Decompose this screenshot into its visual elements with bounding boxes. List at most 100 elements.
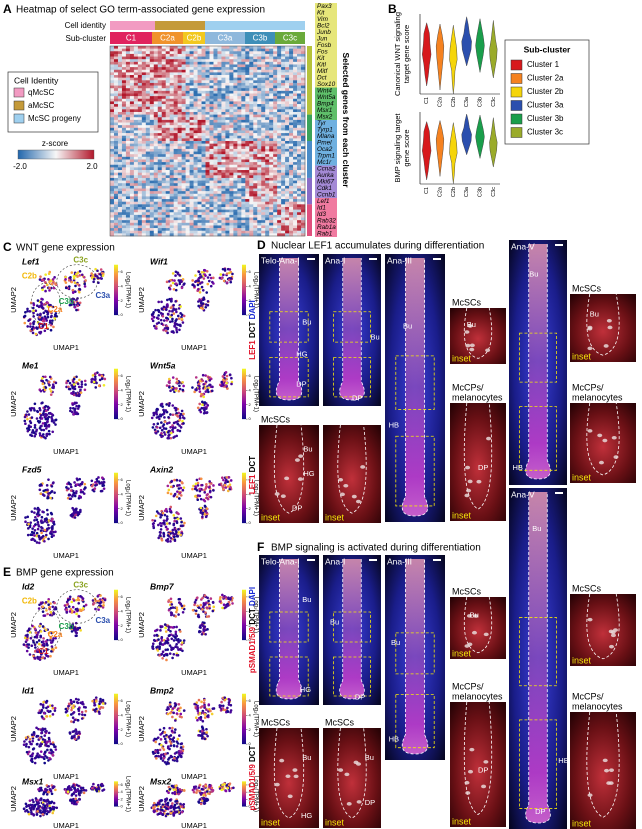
heatmap-cell xyxy=(285,96,290,100)
heatmap-cell xyxy=(261,164,266,168)
heatmap-cell xyxy=(269,104,274,107)
heatmap-cell xyxy=(145,64,151,68)
cell-point xyxy=(159,318,163,322)
heatmap-cell xyxy=(141,220,147,224)
heatmap-cell xyxy=(141,59,147,63)
heatmap-cell xyxy=(189,64,194,68)
cell-point xyxy=(38,408,42,412)
heatmap-cell xyxy=(233,117,238,121)
heatmap-cell xyxy=(285,98,290,102)
heatmap-cell xyxy=(145,122,151,126)
heatmap-cell xyxy=(149,217,155,221)
cell-point xyxy=(33,434,37,438)
heatmap-cell xyxy=(169,127,174,131)
heatmap-cell xyxy=(225,146,230,150)
heatmap-cell xyxy=(233,59,238,63)
sub-cluster-label: C2b xyxy=(187,34,202,43)
heatmap-cell xyxy=(177,133,182,137)
heatmap-cell xyxy=(141,191,147,195)
heatmap-cell xyxy=(293,53,298,57)
heatmap-cell xyxy=(137,61,143,65)
heatmap-cell xyxy=(209,148,214,152)
heatmap-cell xyxy=(177,122,182,126)
heatmap-cell xyxy=(237,230,242,234)
heatmap-cell xyxy=(137,214,143,218)
cell-point xyxy=(35,518,39,521)
x-tick-label: C3a xyxy=(464,186,470,197)
cell-point xyxy=(48,432,51,436)
heatmap-cell xyxy=(197,164,202,168)
heatmap-cell xyxy=(205,61,210,65)
heatmap-cell xyxy=(205,130,210,134)
heatmap-cell xyxy=(173,125,178,129)
heatmap-cell xyxy=(245,138,250,142)
heatmap-cell xyxy=(221,93,226,97)
cell-point xyxy=(162,423,166,426)
cell-point xyxy=(39,312,42,316)
heatmap-cell xyxy=(165,151,170,155)
cell-point xyxy=(204,407,208,410)
heatmap-cell xyxy=(221,148,226,152)
heatmap-cell xyxy=(281,206,286,210)
heatmap-cell xyxy=(209,230,214,234)
heatmap-cell xyxy=(157,114,163,118)
heatmap-cell xyxy=(229,167,234,171)
heatmap-cell xyxy=(165,93,170,97)
heatmap-cell xyxy=(265,214,270,218)
cell-point xyxy=(45,517,48,520)
heatmap-cell xyxy=(117,199,123,202)
heatmap-cell xyxy=(149,75,155,78)
heatmap-cell xyxy=(261,104,266,107)
heatmap-cell xyxy=(241,88,246,92)
cluster-label: C3c xyxy=(73,256,88,265)
heatmap-cell xyxy=(197,93,202,97)
heatmap-cell xyxy=(121,156,127,160)
heatmap-cell xyxy=(110,104,115,107)
heatmap-cell xyxy=(145,46,151,49)
cell-point xyxy=(69,276,72,279)
heatmap-cell xyxy=(277,114,282,118)
heatmap-cell xyxy=(297,154,302,158)
heatmap-cell xyxy=(273,133,278,137)
heatmap-cell xyxy=(185,130,190,134)
heatmap-cell xyxy=(273,135,278,139)
heatmap-cell xyxy=(269,146,274,150)
heatmap-cell xyxy=(110,48,115,52)
heatmap-cell xyxy=(273,191,278,195)
heatmap-cell xyxy=(253,214,258,218)
heatmap-cell xyxy=(221,172,226,176)
heatmap-cell xyxy=(153,154,159,158)
heatmap-cell xyxy=(257,119,262,123)
cell-identity-bar xyxy=(205,21,305,30)
cell-point xyxy=(39,529,43,532)
heatmap-cell xyxy=(137,88,143,92)
heatmap-cell xyxy=(137,167,143,171)
cell-point xyxy=(41,521,44,524)
cell-point xyxy=(79,488,83,492)
gene-label: Pax3 xyxy=(317,3,332,10)
heatmap-cell xyxy=(113,151,119,155)
heatmap-cell xyxy=(157,183,163,187)
heatmap-cell xyxy=(137,233,143,237)
heatmap-cell xyxy=(213,146,218,150)
heatmap-cell xyxy=(125,130,131,134)
heatmap-cell xyxy=(185,96,190,100)
heatmap-cell xyxy=(221,201,226,205)
heatmap-cell xyxy=(285,196,290,200)
cell-point xyxy=(30,416,34,419)
heatmap-cell xyxy=(145,130,151,134)
heatmap-cell xyxy=(293,156,298,160)
heatmap-cell xyxy=(253,90,258,94)
heatmap-cell xyxy=(113,85,119,89)
gene-title: Me1 xyxy=(22,360,39,370)
heatmap-cell xyxy=(269,209,274,213)
heatmap-cell xyxy=(209,82,214,86)
heatmap-cell xyxy=(129,48,135,52)
heatmap-cell xyxy=(269,175,274,179)
heatmap-cell xyxy=(181,148,186,152)
cell-point xyxy=(152,411,155,415)
colorbar xyxy=(114,264,118,316)
heatmap-cell xyxy=(253,188,258,192)
cell-point xyxy=(223,268,227,271)
x-tick-label: C1 xyxy=(424,97,430,104)
